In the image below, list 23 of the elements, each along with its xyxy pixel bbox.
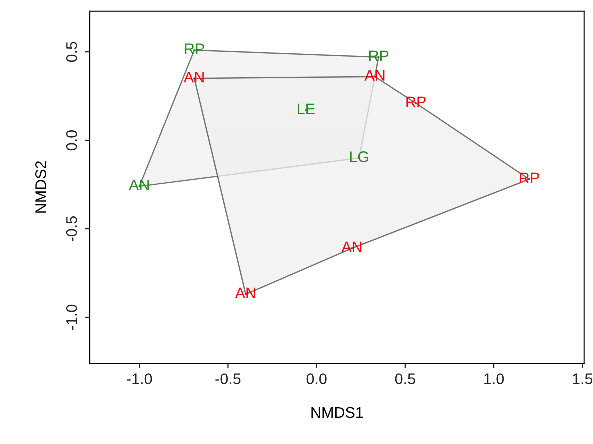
data-label: RP <box>406 96 426 108</box>
data-label: AN <box>364 70 385 81</box>
data-label: RP <box>185 44 204 54</box>
data-label: LG <box>350 152 368 162</box>
data-label: AN <box>235 288 256 298</box>
data-label: AN <box>342 242 362 252</box>
x-tick-label: 1.5 <box>573 374 593 384</box>
data-label: AN <box>129 180 149 191</box>
y-tick-label: 0.0 <box>66 130 78 151</box>
x-tick-label: 0.0 <box>306 374 327 384</box>
y-tick-label: -1.0 <box>66 304 78 330</box>
x-tick-label: 0.5 <box>395 374 416 384</box>
data-label: RP <box>520 172 540 184</box>
x-tick-label: -0.5 <box>216 374 241 384</box>
y-tick-label: -0.5 <box>66 216 78 242</box>
x-axis-title: NMDS1 <box>312 407 364 418</box>
data-label: RP <box>369 50 389 62</box>
data-label: LE <box>298 104 315 114</box>
x-tick-label: 1.0 <box>484 374 504 384</box>
y-axis-title: NMDS2 <box>36 161 46 213</box>
y-tick-label: 0.5 <box>66 42 78 62</box>
data-label: AN <box>184 72 204 83</box>
x-tick-label: -1.0 <box>127 374 152 384</box>
